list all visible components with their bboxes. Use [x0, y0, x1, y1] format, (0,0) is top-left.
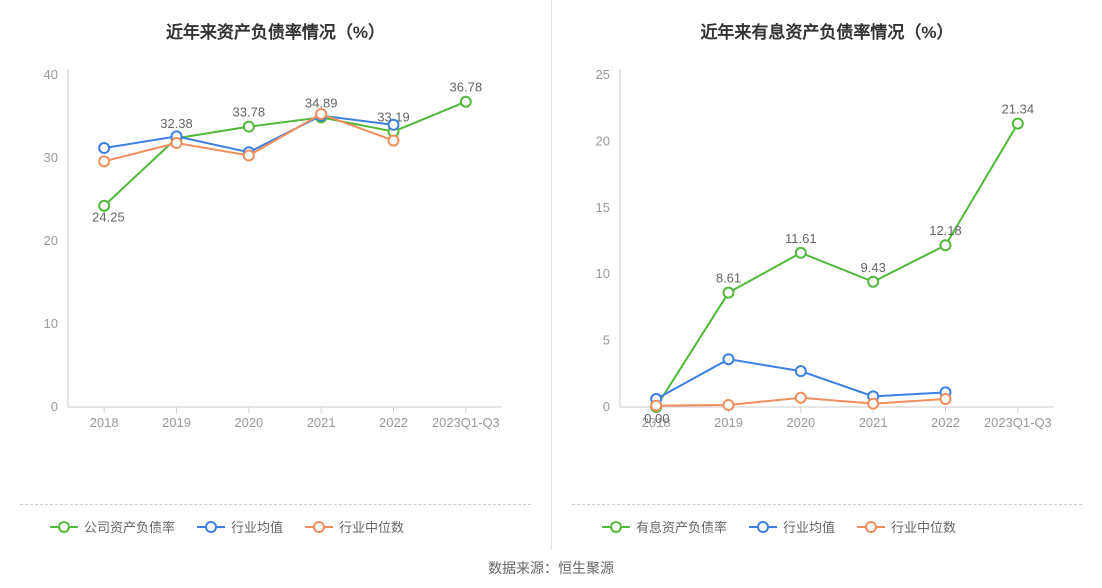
svg-text:5: 5: [603, 333, 610, 348]
legend-label: 行业均值: [231, 517, 283, 536]
svg-text:2019: 2019: [162, 415, 191, 430]
svg-text:8.61: 8.61: [716, 271, 741, 286]
legend-label: 公司资产负债率: [84, 517, 175, 536]
svg-text:11.61: 11.61: [785, 231, 817, 246]
svg-text:2020: 2020: [786, 415, 815, 430]
legend-item: 有息资产负债率: [602, 517, 727, 536]
left-chart-panel: 近年来资产负债率情况（%） 0 10 20 30 40 2018 2019 2020 2021 2…: [0, 0, 551, 550]
svg-text:0: 0: [603, 399, 610, 414]
legend-item: 行业均值: [197, 517, 283, 536]
svg-text:2022: 2022: [379, 415, 408, 430]
left-chart-svg: 0 10 20 30 40 2018 2019 2020 2021 2022 2023Q1-Q3 24…: [20, 55, 520, 435]
svg-text:33.78: 33.78: [233, 105, 266, 120]
svg-text:36.78: 36.78: [450, 80, 483, 95]
legend-item: 公司资产负债率: [50, 517, 175, 536]
left-chart-plot: 0 10 20 30 40 2018 2019 2020 2021 2022 2023Q1-Q3 24…: [20, 55, 531, 498]
legend-item: 行业中位数: [305, 517, 404, 536]
legend-item: 行业中位数: [857, 517, 956, 536]
legend-label: 行业中位数: [891, 517, 956, 536]
legend-label: 行业中位数: [339, 517, 404, 536]
legend-label: 行业均值: [783, 517, 835, 536]
svg-text:2022: 2022: [931, 415, 960, 430]
svg-text:12.18: 12.18: [929, 223, 962, 238]
data-source-text: 数据来源：恒生聚源: [0, 550, 1102, 588]
svg-text:2021: 2021: [859, 415, 888, 430]
charts-row: 近年来资产负债率情况（%） 0 10 20 30 40 2018 2019 2020 2021 2…: [0, 0, 1102, 550]
legend-swatch-icon: [602, 520, 630, 534]
legend-swatch-icon: [857, 520, 885, 534]
right-chart-plot: 0510152025201820192020202120222023Q1-Q30…: [572, 55, 1082, 498]
svg-text:10: 10: [596, 266, 610, 281]
right-chart-title: 近年来有息资产负债率情况（%）: [572, 18, 1082, 43]
svg-text:32.38: 32.38: [160, 116, 193, 131]
legend-swatch-icon: [749, 520, 777, 534]
svg-text:30: 30: [44, 150, 58, 165]
svg-text:2023Q1-Q3: 2023Q1-Q3: [432, 415, 500, 430]
left-chart-legend: 公司资产负债率 行业均值 行业中位数: [20, 504, 531, 550]
svg-text:2023Q1-Q3: 2023Q1-Q3: [984, 415, 1052, 430]
svg-text:40: 40: [44, 67, 58, 82]
svg-text:2018: 2018: [90, 415, 119, 430]
right-chart-svg: 0510152025201820192020202120222023Q1-Q30…: [572, 55, 1072, 435]
svg-text:15: 15: [596, 200, 610, 215]
right-chart-panel: 近年来有息资产负债率情况（%） 051015202520182019202020…: [551, 0, 1102, 550]
legend-swatch-icon: [197, 520, 225, 534]
svg-text:21.34: 21.34: [1002, 102, 1035, 117]
svg-text:10: 10: [44, 316, 58, 331]
svg-text:0: 0: [51, 399, 58, 414]
svg-text:2021: 2021: [307, 415, 336, 430]
svg-text:9.43: 9.43: [861, 260, 886, 275]
svg-text:2020: 2020: [234, 415, 263, 430]
svg-text:2019: 2019: [714, 415, 743, 430]
svg-text:24.25: 24.25: [92, 210, 125, 225]
legend-item: 行业均值: [749, 517, 835, 536]
svg-text:20: 20: [44, 233, 58, 248]
left-chart-title: 近年来资产负债率情况（%）: [20, 18, 531, 43]
svg-text:0.00: 0.00: [644, 411, 669, 426]
svg-text:25: 25: [596, 67, 610, 82]
container: 近年来资产负债率情况（%） 0 10 20 30 40 2018 2019 2020 2021 2…: [0, 0, 1102, 588]
right-chart-legend: 有息资产负债率 行业均值 行业中位数: [572, 504, 1082, 550]
legend-swatch-icon: [305, 520, 333, 534]
svg-text:20: 20: [596, 133, 610, 148]
legend-label: 有息资产负债率: [636, 517, 727, 536]
legend-swatch-icon: [50, 520, 78, 534]
